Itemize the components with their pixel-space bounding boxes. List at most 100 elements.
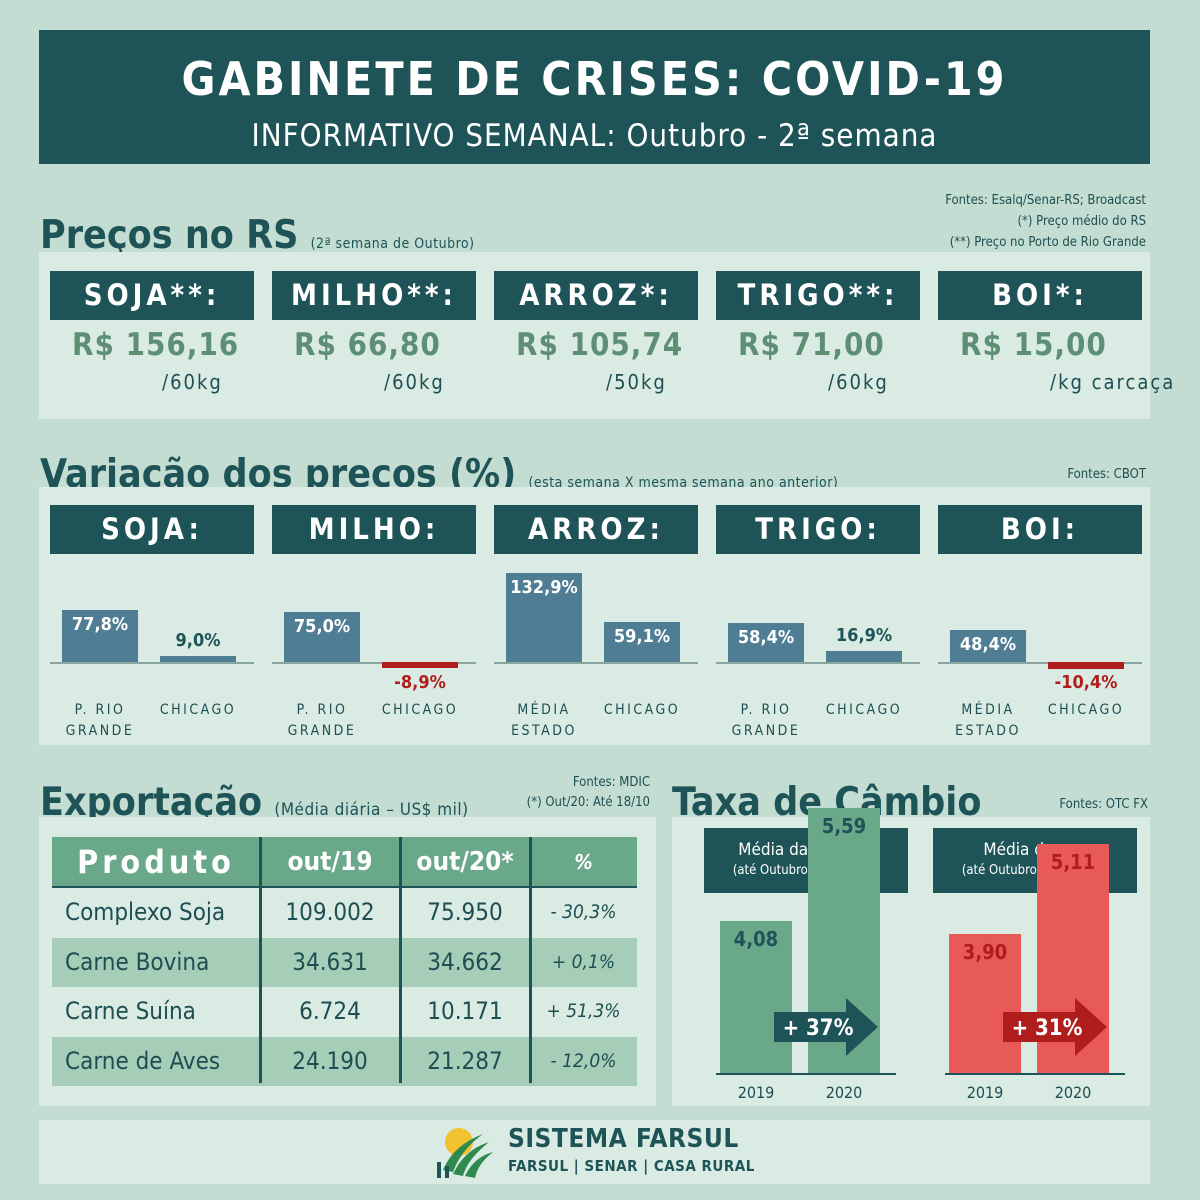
fx-bar-label: 5,59 bbox=[821, 813, 867, 838]
chart-baseline bbox=[272, 662, 476, 664]
export-subtitle: (Média diária – US$ mil) bbox=[274, 800, 469, 820]
price-unit: /60kg bbox=[162, 370, 223, 394]
table-row bbox=[52, 937, 637, 987]
bar-category-label: P. RIO GRANDE bbox=[40, 700, 160, 742]
product-label-box: BOI: bbox=[938, 505, 1142, 554]
price-card-label: BOI*: bbox=[938, 271, 1142, 320]
table-cell: 34.631 bbox=[292, 947, 368, 976]
chart-bar bbox=[604, 622, 680, 662]
table-row bbox=[52, 888, 637, 937]
fx-year-label: 2020 bbox=[1054, 1083, 1092, 1102]
bar-value-label: 59,1% bbox=[613, 626, 671, 648]
fx-change-arrow bbox=[774, 998, 878, 1056]
price-unit: /50kg bbox=[606, 370, 667, 394]
bar-value-label: -8,9% bbox=[394, 672, 446, 693]
precos-sources: Fontes: Esalq/Senar-RS; Broadcast (*) Pr… bbox=[945, 190, 1146, 253]
precos-subtitle: (2ª semana de Outubro) bbox=[310, 236, 475, 252]
price-card-label: ARROZ*: bbox=[494, 271, 698, 320]
table-header-cell: out/19 bbox=[260, 837, 400, 888]
price-card-label: TRIGO**: bbox=[716, 271, 920, 320]
category-line: ESTADO bbox=[511, 723, 577, 739]
bar-value-label: 75,0% bbox=[293, 615, 351, 637]
table-column-divider bbox=[399, 837, 402, 1083]
category-line: GRANDE bbox=[731, 723, 801, 739]
table-row bbox=[52, 987, 637, 1036]
table-cell: - 12,0% bbox=[550, 1049, 617, 1072]
table-cell: + 0,1% bbox=[551, 950, 616, 973]
price-unit: /60kg bbox=[828, 370, 889, 394]
bar-value-label: 9,0% bbox=[175, 629, 221, 651]
export-sources: Fontes: MDIC (*) Out/20: Até 18/10 bbox=[480, 773, 650, 813]
chart-baseline bbox=[50, 662, 254, 664]
fx-bar-label: 5,11 bbox=[1050, 849, 1096, 874]
main-subtitle: INFORMATIVO SEMANAL: Outubro - 2ª semana bbox=[251, 118, 938, 154]
cambio-source: Fontes: OTC FX bbox=[1059, 797, 1148, 812]
price-value: R$ 66,80 bbox=[294, 327, 441, 363]
chart-bar bbox=[826, 650, 902, 662]
bar-category-label: CHICAGO bbox=[825, 702, 903, 718]
price-card-label: SOJA**: bbox=[50, 271, 254, 320]
table-cell: Complexo Soja bbox=[65, 898, 226, 926]
main-title: GABINETE DE CRISES: COVID-19 bbox=[181, 52, 1008, 106]
fx-bar-label: 3,90 bbox=[962, 940, 1008, 965]
table-cell: Carne Bovina bbox=[65, 947, 210, 976]
farsul-logo-icon bbox=[433, 1122, 495, 1180]
category-line: GRANDE bbox=[287, 723, 357, 739]
bar-category-label: CHICAGO bbox=[381, 702, 459, 718]
table-cell: Carne Suína bbox=[65, 997, 196, 1025]
fx-bar bbox=[720, 920, 792, 1073]
bar-value-label: 77,8% bbox=[71, 613, 129, 635]
table-header-cell: Produto bbox=[52, 837, 260, 888]
bar-category-label: MÉDIA ESTADO bbox=[484, 700, 604, 742]
price-value: R$ 71,00 bbox=[738, 327, 885, 363]
category-line: P. RIO bbox=[74, 702, 126, 718]
bar-value-label: -10,4% bbox=[1054, 672, 1118, 693]
chart-bar bbox=[284, 611, 360, 662]
fx-year-label: 2019 bbox=[737, 1083, 775, 1102]
bar-category-label: P. RIO GRANDE bbox=[706, 700, 826, 742]
bar-value-label: 16,9% bbox=[835, 624, 893, 646]
table-cell: 24.190 bbox=[292, 1046, 368, 1075]
chart-bar bbox=[62, 609, 138, 662]
product-label-box: ARROZ: bbox=[494, 505, 698, 554]
source-line: (*) Out/20: Até 18/10 bbox=[526, 795, 650, 810]
bar-category-label: CHICAGO bbox=[159, 702, 237, 718]
footer-brand: SISTEMA FARSUL bbox=[508, 1124, 739, 1154]
bar-category-label: CHICAGO bbox=[1047, 702, 1125, 718]
fx-year-label: 2020 bbox=[825, 1083, 863, 1102]
fx-baseline bbox=[945, 1073, 1125, 1075]
source-line: (*) Preço médio do RS bbox=[1017, 214, 1146, 229]
table-cell: 6.724 bbox=[299, 997, 361, 1025]
chart-baseline bbox=[938, 662, 1142, 664]
variacao-source: Fontes: CBOT bbox=[1067, 467, 1146, 482]
table-cell: - 30,3% bbox=[550, 901, 617, 923]
table-column-divider bbox=[259, 837, 262, 1083]
table-cell: Carne de Aves bbox=[65, 1046, 221, 1075]
table-cell: 109.002 bbox=[285, 898, 375, 926]
price-value: R$ 156,16 bbox=[72, 327, 240, 363]
category-line: GRANDE bbox=[65, 723, 135, 739]
table-cell: 21.287 bbox=[427, 1046, 503, 1075]
category-line: P. RIO bbox=[296, 702, 348, 718]
bar-value-label: 48,4% bbox=[959, 633, 1017, 655]
chart-baseline bbox=[494, 662, 698, 664]
chart-bar bbox=[506, 572, 582, 662]
product-label-box: TRIGO: bbox=[716, 505, 920, 554]
chart-bar bbox=[728, 622, 804, 662]
chart-bar bbox=[382, 662, 458, 668]
bar-category-label: MÉDIA ESTADO bbox=[928, 700, 1048, 742]
category-line: MÉDIA bbox=[517, 702, 571, 718]
chart-baseline bbox=[716, 662, 920, 664]
price-card-label: MILHO**: bbox=[272, 271, 476, 320]
category-line: ESTADO bbox=[955, 723, 1021, 739]
table-header-cell: % bbox=[530, 837, 637, 888]
fx-change-label: + 37% bbox=[782, 1016, 854, 1041]
category-line: P. RIO bbox=[740, 702, 792, 718]
price-unit: /60kg bbox=[384, 370, 445, 394]
bar-value-label: 58,4% bbox=[737, 626, 795, 648]
table-header-divider bbox=[52, 886, 637, 888]
footer-orgs: FARSUL | SENAR | CASA RURAL bbox=[508, 1157, 755, 1175]
category-line: MÉDIA bbox=[961, 702, 1015, 718]
bar-value-label: 132,9% bbox=[510, 576, 578, 598]
fx-bar-label: 4,08 bbox=[733, 926, 779, 951]
